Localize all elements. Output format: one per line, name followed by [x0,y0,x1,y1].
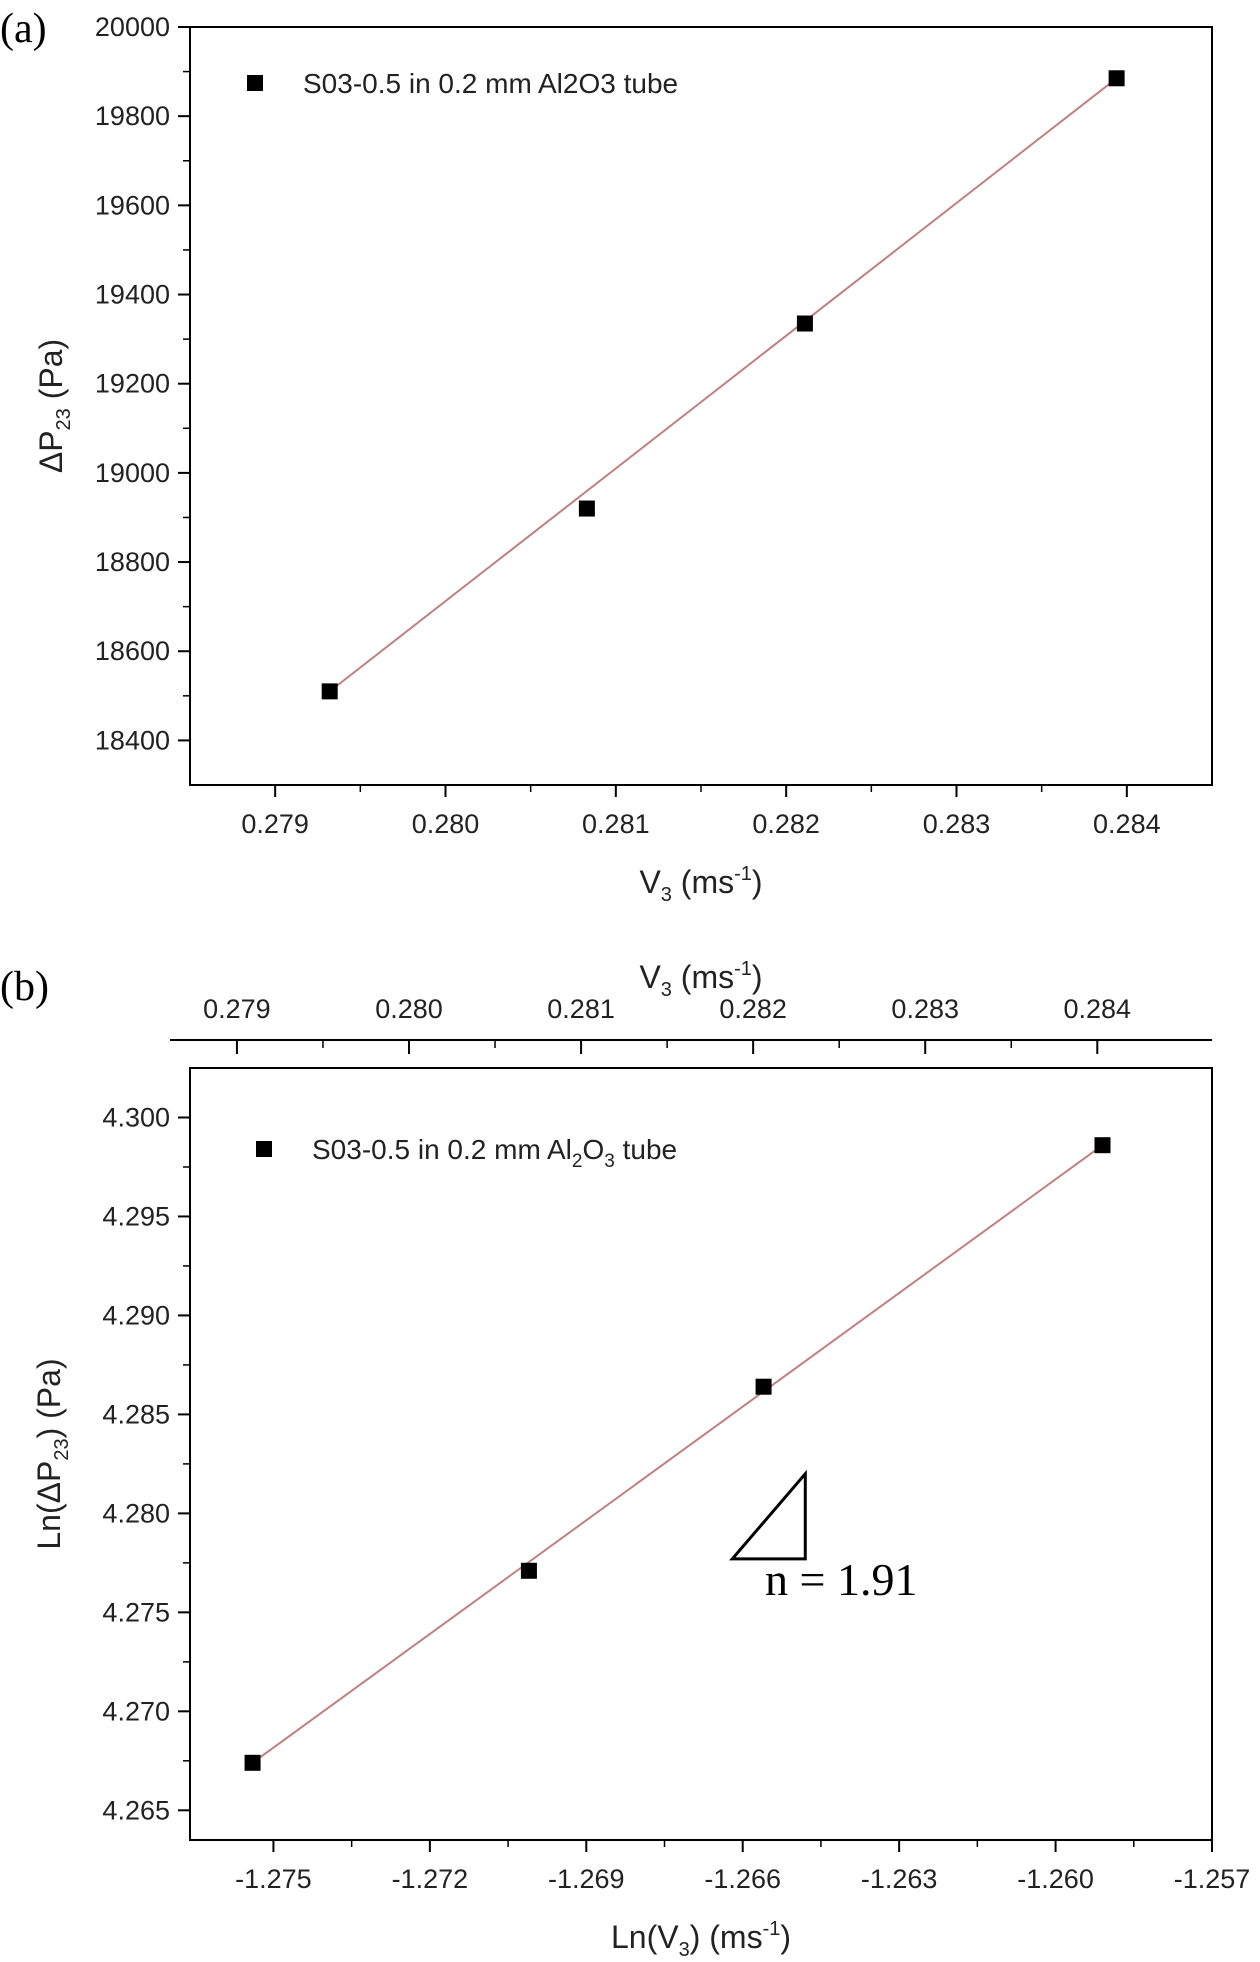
y-tick-label: 19600 [95,190,170,220]
x-axis-label: Ln(V3) (ms-1) [611,1918,791,1961]
plot-frame [189,26,1213,786]
fit-line [251,1144,1104,1764]
x-tick-label: 0.281 [582,809,650,839]
y-tick-label: 20000 [95,12,170,42]
y-tick-label: 18800 [95,547,170,577]
y-tick-label: 4.295 [102,1201,170,1231]
x2-tick-label: 0.280 [375,994,443,1024]
data-point [244,1754,261,1771]
x2-tick-label: 0.281 [547,994,615,1024]
y-tick-label: 4.290 [102,1300,170,1330]
panel-label: (a) [0,6,47,52]
data-point [796,315,813,332]
y-tick-label: 19000 [95,458,170,488]
y-tick-label: 4.275 [102,1597,170,1627]
x-tick-label: -1.275 [235,1864,312,1894]
x-tick-label: 0.282 [752,809,820,839]
y-tick-label: 4.280 [102,1498,170,1528]
x-tick-label: -1.257 [1174,1864,1251,1894]
x2-tick-label: 0.279 [203,994,271,1024]
panel-a: (a) 0.279 0.280 0.281 0.282 0.283 0.284 18400 18… [0,6,1213,906]
fit-line [329,77,1118,693]
y-tick-label: 4.270 [102,1696,170,1726]
legend-label: S03-0.5 in 0.2 mm Al2O3 tube [312,1134,677,1172]
x-tick-label: 0.284 [1093,809,1161,839]
x2-tick-label: 0.283 [891,994,959,1024]
plot-frame [189,1067,1213,1841]
data-point [755,1378,772,1395]
legend-label: S03-0.5 in 0.2 mm Al2O3 tube [303,68,678,99]
x-tick-label: 0.279 [241,809,309,839]
data-point [321,683,338,700]
x-tick-label: -1.266 [704,1864,781,1894]
y-tick-label: 19800 [95,101,170,131]
y-tick-label: 18400 [95,725,170,755]
x-tick-label: -1.269 [548,1864,625,1894]
data-point [1094,1137,1111,1154]
y-tick-label: 18600 [95,636,170,666]
x2-tick-label: 0.284 [1063,994,1131,1024]
legend-marker [247,75,263,91]
panel-label: (b) [0,964,49,1010]
x-tick-label: 0.280 [412,809,480,839]
panel-b: (b) -1.275 -1.272 -1.269 -1.266 -1.263 -1.260 -… [0,958,1250,1961]
data-point [520,1562,537,1579]
slope-annotation: n = 1.91 [765,1554,917,1605]
y-tick-label: 19200 [95,369,170,399]
y-tick-label: 4.285 [102,1399,170,1429]
y-axis-label: ΔP23 (Pa) [33,339,75,473]
x2-axis-label: V3 (ms-1) [639,958,762,1001]
x2-tick-label: 0.282 [719,994,787,1024]
legend-marker [256,1141,272,1157]
y-tick-label: 19400 [95,280,170,310]
y-tick-label: 4.300 [102,1102,170,1132]
y-tick-label: 4.265 [102,1795,170,1825]
data-point [578,500,595,517]
y-axis-label: Ln(ΔP23) (Pa) [31,1358,73,1549]
data-point [1108,70,1125,87]
slope-triangle [729,1469,807,1561]
x-tick-label: -1.260 [1017,1864,1094,1894]
x-axis-label: V3 (ms-1) [639,863,762,906]
x-tick-label: -1.263 [861,1864,938,1894]
x-tick-label: -1.272 [392,1864,469,1894]
x-tick-label: 0.283 [923,809,991,839]
